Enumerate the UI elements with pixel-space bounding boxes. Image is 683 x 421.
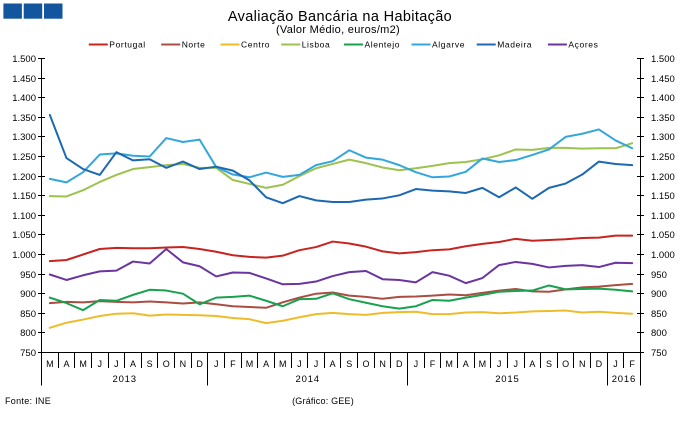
svg-text:(Valor Médio, euros/m2): (Valor Médio, euros/m2) xyxy=(276,24,400,36)
svg-text:1.300: 1.300 xyxy=(12,132,36,143)
svg-text:M: M xyxy=(445,359,453,369)
svg-text:1.400: 1.400 xyxy=(12,93,36,104)
svg-text:950: 950 xyxy=(651,270,667,281)
svg-text:F: F xyxy=(629,359,635,369)
svg-text:Madeira: Madeira xyxy=(497,40,532,50)
svg-text:J: J xyxy=(613,359,618,369)
svg-text:A: A xyxy=(130,359,136,369)
svg-text:Centro: Centro xyxy=(241,40,270,50)
svg-text:1.100: 1.100 xyxy=(651,211,675,222)
svg-text:Avaliação Bancária na Habitaçã: Avaliação Bancária na Habitação xyxy=(228,9,452,25)
svg-text:F: F xyxy=(430,359,436,369)
svg-text:S: S xyxy=(147,359,153,369)
svg-text:D: D xyxy=(196,359,203,369)
svg-text:F: F xyxy=(230,359,236,369)
svg-text:O: O xyxy=(163,359,170,369)
svg-text:Portugal: Portugal xyxy=(109,40,145,50)
svg-text:M: M xyxy=(246,359,254,369)
svg-text:1.350: 1.350 xyxy=(651,113,675,124)
svg-text:Norte: Norte xyxy=(182,40,206,50)
svg-text:J: J xyxy=(314,359,319,369)
svg-text:1.000: 1.000 xyxy=(12,250,36,261)
svg-text:1.100: 1.100 xyxy=(12,211,36,222)
svg-text:1.200: 1.200 xyxy=(12,172,36,183)
svg-text:M: M xyxy=(46,359,54,369)
svg-text:M: M xyxy=(279,359,287,369)
svg-text:1.150: 1.150 xyxy=(12,191,36,202)
svg-text:800: 800 xyxy=(20,328,36,339)
svg-text:J: J xyxy=(297,359,302,369)
svg-text:N: N xyxy=(379,359,386,369)
svg-text:(Gráfico: GEE): (Gráfico: GEE) xyxy=(292,396,354,406)
svg-text:1.450: 1.450 xyxy=(651,74,675,85)
svg-text:Lisboa: Lisboa xyxy=(302,40,331,50)
svg-text:900: 900 xyxy=(651,289,667,300)
svg-text:800: 800 xyxy=(651,328,667,339)
svg-text:N: N xyxy=(579,359,586,369)
svg-text:D: D xyxy=(596,359,603,369)
svg-text:1.050: 1.050 xyxy=(12,230,36,241)
svg-text:J: J xyxy=(97,359,102,369)
svg-text:750: 750 xyxy=(651,348,667,359)
svg-text:Fonte: INE: Fonte: INE xyxy=(5,396,51,406)
svg-text:S: S xyxy=(546,359,552,369)
svg-text:J: J xyxy=(497,359,502,369)
svg-text:D: D xyxy=(396,359,403,369)
svg-text:Algarve: Algarve xyxy=(432,40,465,50)
svg-text:1.400: 1.400 xyxy=(651,93,675,104)
svg-text:S: S xyxy=(346,359,352,369)
svg-text:1.450: 1.450 xyxy=(12,74,36,85)
svg-text:1.050: 1.050 xyxy=(651,230,675,241)
svg-text:1.250: 1.250 xyxy=(12,152,36,163)
svg-text:Alentejo: Alentejo xyxy=(365,40,401,50)
svg-text:900: 900 xyxy=(20,289,36,300)
svg-text:950: 950 xyxy=(20,270,36,281)
svg-text:M: M xyxy=(479,359,487,369)
svg-text:750: 750 xyxy=(20,348,36,359)
svg-text:N: N xyxy=(180,359,187,369)
svg-text:A: A xyxy=(529,359,535,369)
svg-text:A: A xyxy=(263,359,269,369)
svg-text:1.300: 1.300 xyxy=(651,132,675,143)
svg-text:1.500: 1.500 xyxy=(651,54,675,65)
svg-text:2013: 2013 xyxy=(113,374,137,385)
svg-text:850: 850 xyxy=(651,309,667,320)
svg-text:J: J xyxy=(513,359,518,369)
svg-text:1.250: 1.250 xyxy=(651,152,675,163)
svg-text:1.500: 1.500 xyxy=(12,54,36,65)
svg-text:J: J xyxy=(214,359,219,369)
svg-text:A: A xyxy=(330,359,336,369)
svg-text:1.000: 1.000 xyxy=(651,250,675,261)
svg-text:A: A xyxy=(463,359,469,369)
svg-text:J: J xyxy=(114,359,119,369)
svg-text:2014: 2014 xyxy=(296,374,320,385)
svg-text:J: J xyxy=(414,359,419,369)
svg-text:O: O xyxy=(362,359,369,369)
svg-text:1.350: 1.350 xyxy=(12,113,36,124)
svg-text:1.150: 1.150 xyxy=(651,191,675,202)
svg-text:850: 850 xyxy=(20,309,36,320)
svg-text:A: A xyxy=(63,359,69,369)
svg-text:2015: 2015 xyxy=(495,374,519,385)
svg-text:Açores: Açores xyxy=(568,40,598,50)
svg-text:2016: 2016 xyxy=(612,374,636,385)
svg-text:1.200: 1.200 xyxy=(651,172,675,183)
svg-text:O: O xyxy=(562,359,569,369)
svg-text:M: M xyxy=(79,359,87,369)
